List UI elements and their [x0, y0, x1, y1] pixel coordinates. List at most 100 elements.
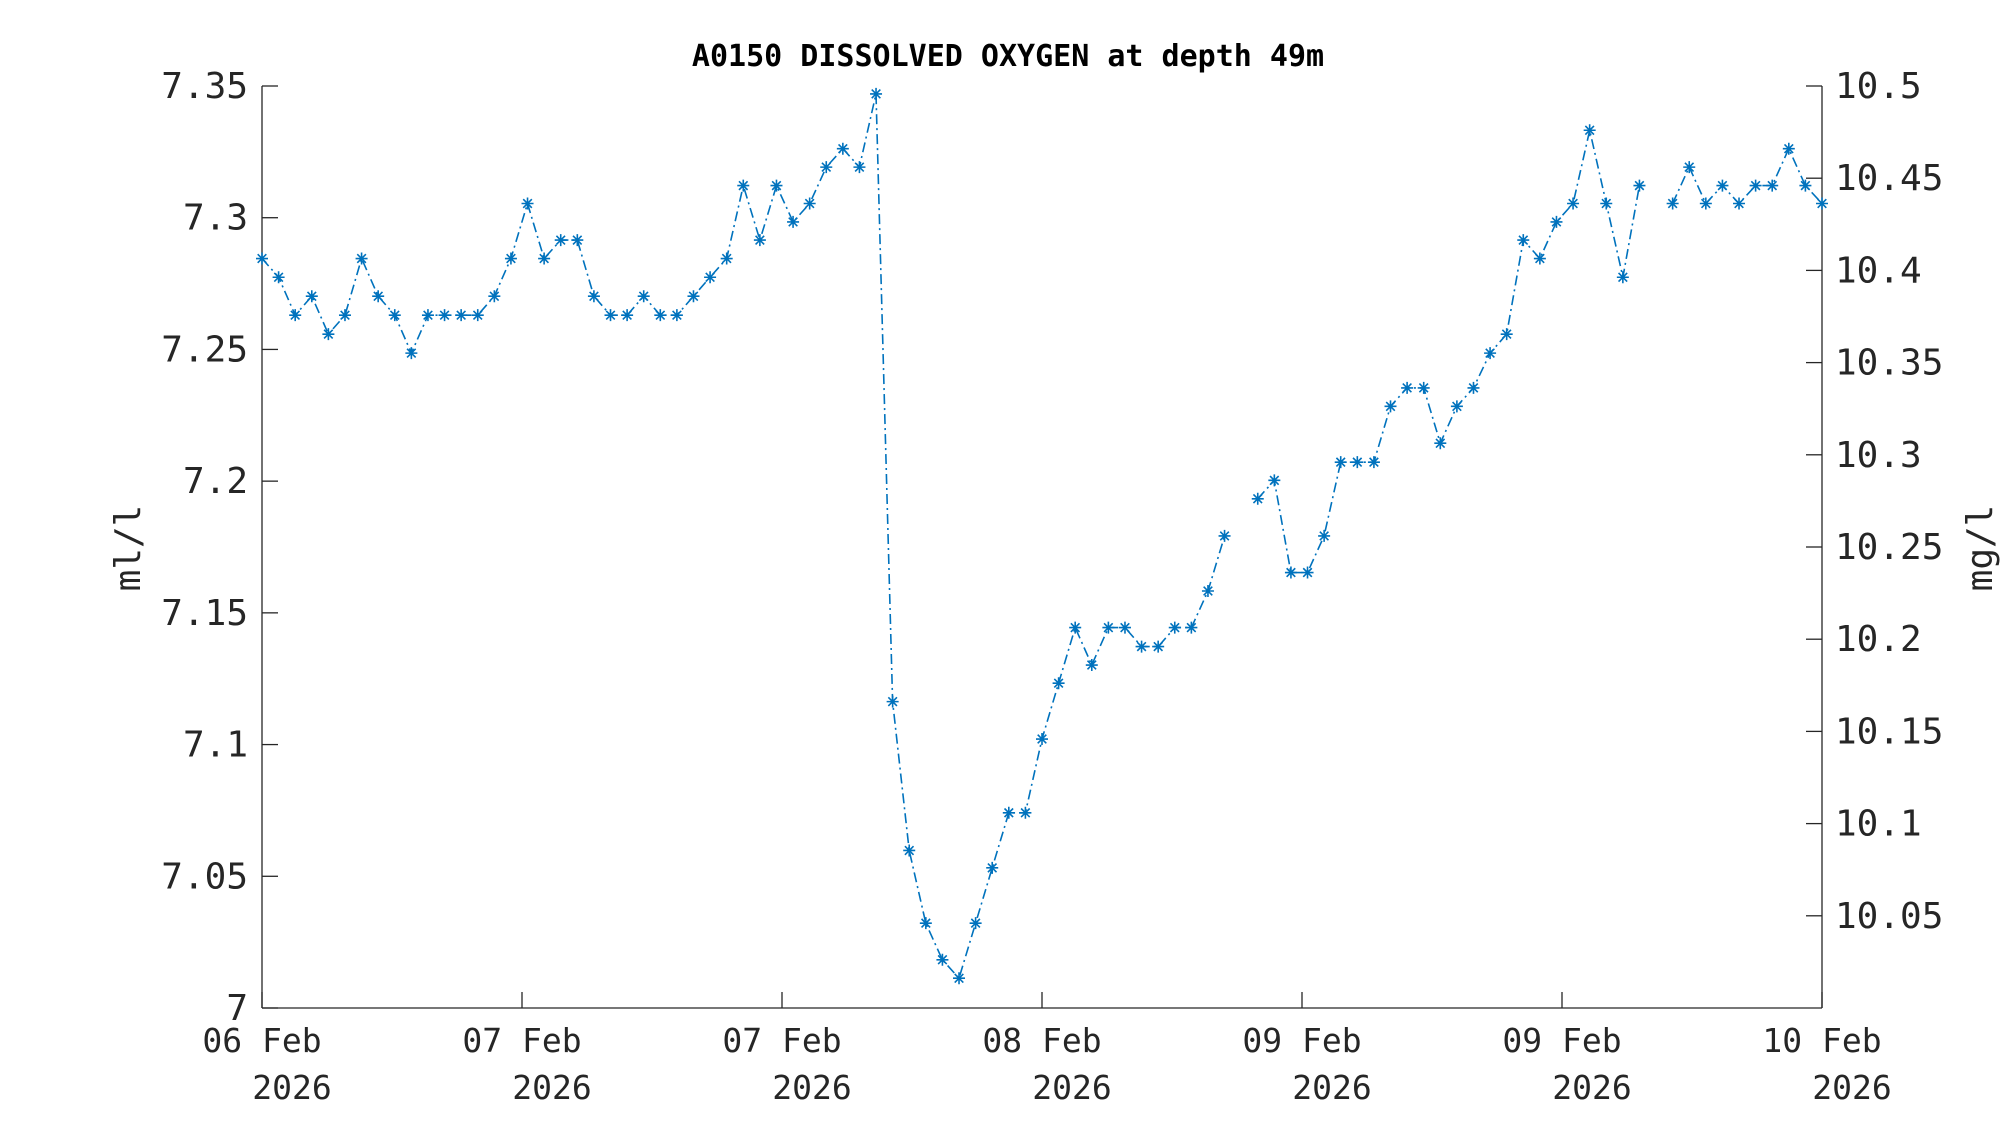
x-tick-label-year: 2026 [1292, 1068, 1371, 1107]
left-y-axis-ticks: 7 7.05 7.1 7.15 7.2 7.25 7.3 7.35 [161, 66, 278, 1029]
data-point-marker [1268, 474, 1281, 487]
data-point-marker [1450, 400, 1463, 413]
y-tick-left-label: 7.05 [161, 856, 248, 897]
data-point-marker [1699, 197, 1712, 210]
x-tick-label-year: 2026 [252, 1068, 331, 1107]
data-point-marker [753, 234, 766, 247]
data-point-marker [1533, 252, 1546, 265]
x-tick-label-date: 06 Feb [202, 1021, 321, 1060]
data-point-marker [1467, 381, 1480, 394]
data-point-marker [1417, 381, 1430, 394]
data-point-marker [1550, 215, 1563, 228]
data-point-marker [986, 861, 999, 874]
data-point-marker [1102, 621, 1115, 634]
x-axis-ticks: 06 Feb 2026 07 Feb 2026 07 Feb 2026 08 Feb 2026… [202, 992, 1892, 1107]
data-point-marker [1367, 456, 1380, 469]
data-point-marker [504, 252, 517, 265]
y-tick-left-label: 7.2 [183, 461, 248, 502]
data-point-marker [1517, 234, 1530, 247]
y-tick-right-label: 10.45 [1835, 158, 1943, 199]
data-point-marker [554, 234, 567, 247]
data-point-marker [1401, 381, 1414, 394]
data-point-marker [720, 252, 733, 265]
data-point-marker [1434, 437, 1447, 450]
data-point-marker [1733, 197, 1746, 210]
data-point-marker [488, 290, 501, 303]
data-point-marker [1633, 179, 1646, 192]
data-point-marker [704, 271, 717, 284]
y-tick-right-label: 10.3 [1835, 435, 1922, 476]
data-point-marker [1168, 621, 1181, 634]
data-point-marker [836, 142, 849, 155]
data-point-marker [1600, 197, 1613, 210]
x-tick-label-year: 2026 [1552, 1068, 1631, 1107]
data-point-marker [670, 309, 683, 322]
data-point-marker [1683, 161, 1696, 174]
data-point-marker [471, 309, 484, 322]
data-point-marker [322, 328, 335, 341]
x-tick-label-date: 07 Feb [722, 1021, 841, 1060]
y-tick-right-label: 10.5 [1835, 66, 1922, 107]
data-point-marker [1782, 142, 1795, 155]
x-tick-label-date: 08 Feb [982, 1021, 1101, 1060]
data-point-marker [1185, 621, 1198, 634]
x-tick-label-year: 2026 [1032, 1068, 1111, 1107]
y-tick-right-label: 10.2 [1835, 619, 1922, 660]
data-point-marker [405, 347, 418, 360]
data-point-marker [936, 953, 949, 966]
data-point-marker [787, 215, 800, 228]
x-tick-label-year: 2026 [772, 1068, 851, 1107]
y-tick-right-label: 10.25 [1835, 527, 1943, 568]
data-point-marker [1567, 197, 1580, 210]
data-point-marker [421, 309, 434, 322]
data-point-marker [1716, 179, 1729, 192]
y-axis-right-label: mg/l [1960, 505, 2000, 592]
data-point-marker [1318, 529, 1331, 542]
data-point-marker [870, 87, 883, 100]
data-point-marker [455, 309, 468, 322]
data-point-marker [256, 252, 268, 265]
data-point-marker [903, 844, 916, 857]
data-point-marker [289, 309, 302, 322]
data-point-marker [521, 197, 534, 210]
x-tick-label-date: 07 Feb [462, 1021, 581, 1060]
data-point-marker [438, 309, 451, 322]
x-tick-label-year: 2026 [1812, 1068, 1891, 1107]
data-point-marker [621, 309, 634, 322]
data-point-marker [1816, 197, 1828, 210]
data-point-marker [305, 290, 318, 303]
data-point-marker [969, 917, 982, 930]
data-point-marker [770, 179, 783, 192]
data-point-marker [571, 234, 584, 247]
data-point-marker [953, 972, 966, 985]
y-tick-left-label: 7.15 [161, 593, 248, 634]
data-point-marker [1085, 659, 1098, 672]
data-point-marker [538, 252, 551, 265]
data-point-marker [737, 179, 750, 192]
data-point-marker [388, 309, 401, 322]
data-point-marker [1749, 179, 1762, 192]
data-point-marker [1002, 806, 1015, 819]
data-point-marker [1284, 566, 1297, 579]
data-point-marker [637, 290, 650, 303]
y-tick-right-label: 10.05 [1835, 896, 1943, 937]
data-point-marker [1384, 400, 1397, 413]
data-point-marker [1152, 640, 1165, 653]
data-point-marker [1251, 492, 1264, 505]
data-point-marker [654, 309, 667, 322]
data-point-marker [1135, 640, 1148, 653]
y-tick-right-label: 10.4 [1835, 250, 1922, 291]
data-point-marker [853, 161, 866, 174]
data-point-marker [1484, 347, 1497, 360]
data-point-marker [1799, 179, 1812, 192]
y-tick-right-label: 10.1 [1835, 804, 1922, 845]
y-tick-right-label: 10.35 [1835, 343, 1943, 384]
data-point-marker [1118, 621, 1131, 634]
y-tick-left-label: 7.3 [183, 198, 248, 239]
y-tick-left-label: 7.35 [161, 66, 248, 107]
y-tick-left-label: 7 [226, 988, 248, 1029]
chart-title: A0150 DISSOLVED OXYGEN at depth 49m [692, 39, 1324, 74]
data-point-marker [1218, 529, 1231, 542]
data-point-marker [1052, 677, 1065, 690]
